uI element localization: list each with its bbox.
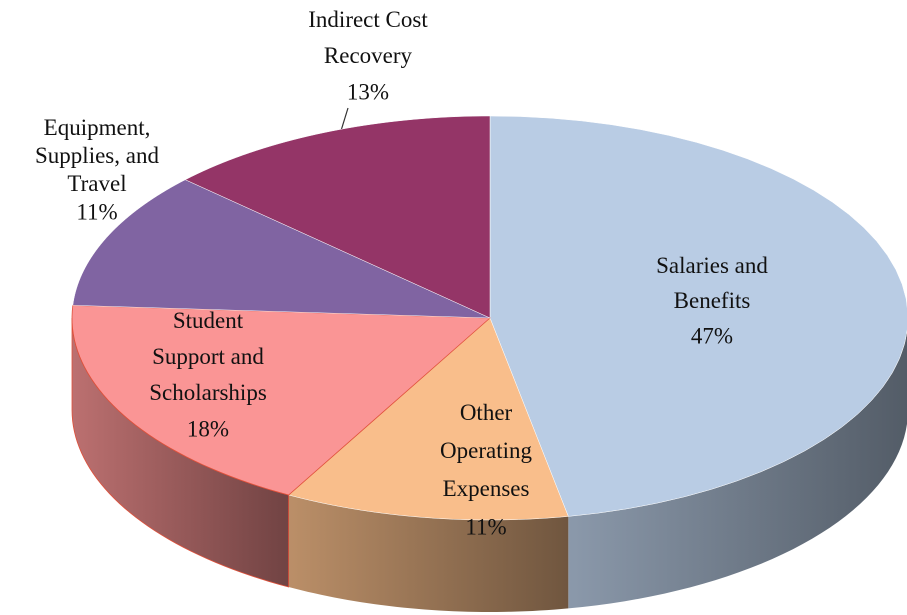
label-line: Benefits: [674, 288, 751, 313]
slice-label: Equipment, Supplies, and Travel: [35, 115, 159, 196]
pie-slice: [184, 115, 491, 319]
pie-slice: [72, 179, 491, 319]
label-line: Operating: [440, 438, 532, 463]
value-label: 18%: [187, 416, 229, 441]
slice-label: Student Support and Scholarships: [149, 308, 267, 405]
value-label: 11%: [76, 199, 117, 224]
slice-label: Other Operating Expenses: [440, 400, 532, 501]
label-line: Scholarships: [149, 380, 267, 405]
label-line: Recovery: [324, 43, 413, 68]
label-line: Other: [460, 400, 513, 425]
label-line: Expenses: [443, 476, 530, 501]
label-line: Indirect Cost: [308, 7, 428, 32]
pie-slice: [71, 304, 492, 496]
label-line: Supplies, and: [35, 143, 159, 168]
pie-side: [568, 331, 907, 609]
pie-side: [288, 495, 569, 612]
label-line: Student: [173, 308, 244, 333]
value-label: 11%: [465, 514, 506, 539]
pie-slice: [288, 317, 569, 521]
value-label: 13%: [347, 79, 389, 104]
pie-slice: [489, 115, 907, 517]
label-line: Equipment,: [44, 115, 151, 140]
value-label: 47%: [691, 323, 733, 348]
slice-label: Indirect Cost Recovery: [308, 7, 428, 68]
label-line: Travel: [67, 171, 126, 196]
slice-label: Salaries and Benefits: [656, 253, 768, 313]
label-line: Support and: [152, 344, 264, 369]
label-line: Salaries and: [656, 253, 768, 278]
